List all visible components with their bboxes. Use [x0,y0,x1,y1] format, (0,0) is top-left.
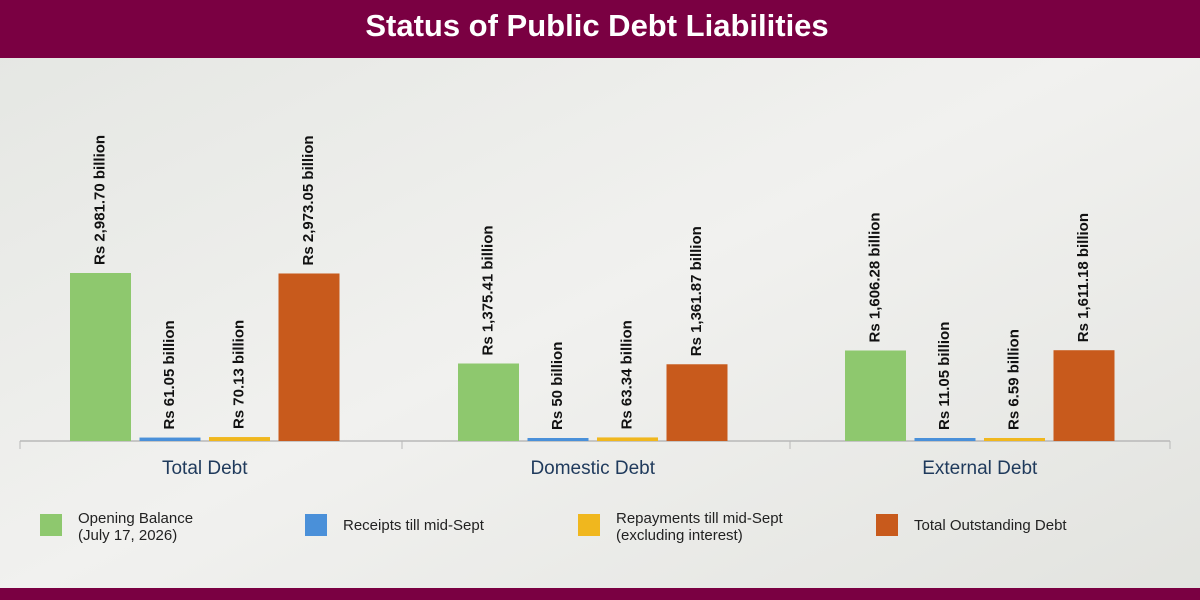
legend-swatch [876,514,898,536]
value-label: Rs 6.59 billion [1005,329,1022,430]
legend-label: Receipts till mid-Sept [343,517,484,534]
value-label: Rs 2,973.05 billion [300,135,317,265]
header-bar [0,0,1200,58]
value-label: Rs 63.34 billion [618,320,635,429]
bar [666,364,728,441]
legend-label: Repayments till mid-Sept (excluding inte… [616,510,783,544]
bar [139,437,201,441]
legend-swatch [305,514,327,536]
value-label: Rs 61.05 billion [161,320,178,429]
legend-label: Total Outstanding Debt [914,517,1067,534]
legend-swatch [40,514,62,536]
bar [527,438,589,441]
value-label: Rs 1,606.28 billion [866,212,883,342]
x-tick-label: Domestic Debt [530,458,655,479]
value-label: Rs 1,361.87 billion [688,226,705,356]
value-label: Rs 1,611.18 billion [1075,213,1092,342]
legend-swatch [578,514,600,536]
legend-label: Opening Balance (July 17, 2026) [78,510,194,544]
chart-title: Status of Public Debt Liabilities [365,8,828,43]
bar [209,437,270,441]
value-label: Rs 11.05 billion [936,322,953,430]
bar [70,273,131,441]
bar [845,350,906,441]
value-label: Rs 50 billion [549,342,566,430]
x-tick-label: Total Debt [162,458,248,479]
bar [278,273,340,441]
footer-bar [0,588,1200,600]
x-tick-label: External Debt [922,458,1038,479]
bar [458,363,519,441]
value-label: Rs 2,981.70 billion [91,135,108,265]
bar [1053,350,1115,441]
bar [914,438,976,441]
value-label: Rs 1,375.41 billion [479,225,496,355]
bar [597,437,658,441]
bar [984,438,1045,441]
value-label: Rs 70.13 billion [230,320,247,429]
